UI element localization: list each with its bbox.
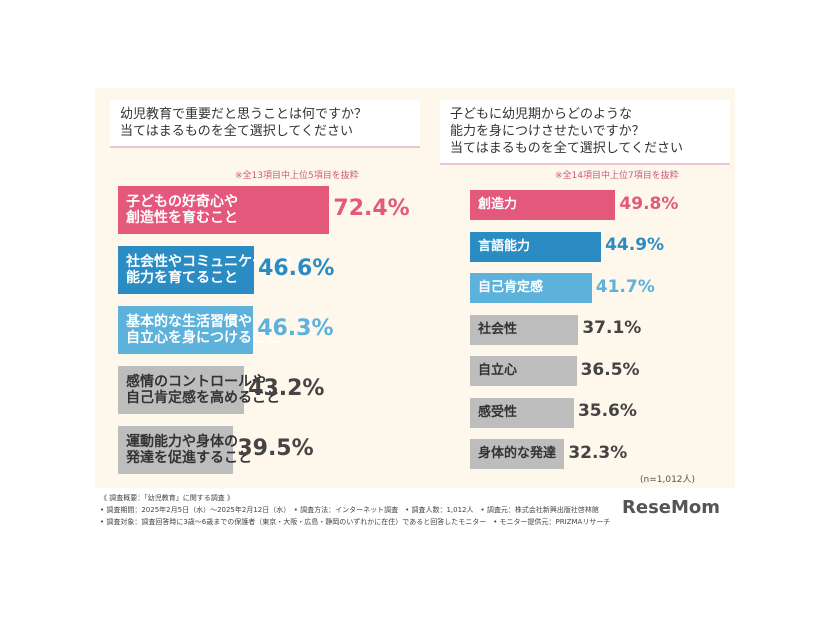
- category-label: 基本的な生活習慣や 自立心を身につけること: [126, 314, 280, 346]
- category-label: 感受性: [478, 404, 518, 420]
- value-label: 49.8%: [619, 193, 679, 214]
- bar: [470, 397, 574, 428]
- value-label: 35.6%: [577, 401, 637, 422]
- footer-line: • 調査対象：調査回答時に3歳〜6歳までの保護者（東京・大阪・広島・静岡のいずれ…: [100, 518, 611, 526]
- note: ※全14項目中上位7項目を抜粋: [555, 171, 679, 181]
- category-label: 言語能力: [478, 238, 531, 254]
- value-label: 39.5%: [237, 435, 314, 461]
- bar: [118, 186, 330, 234]
- value-label: 41.7%: [595, 276, 655, 297]
- value-label: 44.9%: [605, 235, 665, 256]
- value-label: 37.1%: [582, 318, 642, 339]
- logo: ReseMom: [622, 497, 721, 518]
- category-label: 運動能力や身体の 発達を促進すること: [126, 434, 252, 466]
- sample-size: (n=1,012人): [640, 475, 696, 485]
- value-label: 32.3%: [568, 442, 628, 463]
- question-box: 子どもに幼児期からどのような 能力を身につけさせたいですか？ 当てはまるものを全…: [440, 100, 730, 165]
- bar: [470, 273, 592, 303]
- category-label: 自己肯定感: [478, 280, 544, 295]
- value-label: 72.4%: [333, 195, 410, 221]
- bar: [470, 356, 577, 386]
- category-label: 社会性: [478, 321, 518, 337]
- bar: [118, 426, 234, 474]
- footer-line: 《 調査概要：「幼児教育」に関する調査 》: [100, 494, 234, 502]
- bar: [470, 314, 579, 345]
- bar: [118, 306, 254, 354]
- question-box: 幼児教育で重要だと思うことは何ですか？ 当てはまるものを全て選択してください: [110, 100, 420, 148]
- bar: [118, 366, 245, 414]
- footer-line: • 調査期間：2025年2月5日（水）〜2025年2月12日（水） • 調査方法…: [100, 506, 599, 514]
- value-label: 46.6%: [258, 255, 335, 281]
- category-label: 身体的な発達: [478, 446, 557, 461]
- category-label: 子どもの好奇心や 創造性を育むこと: [126, 194, 238, 226]
- bar: [118, 246, 255, 294]
- bar: [470, 439, 565, 469]
- value-label: 46.3%: [257, 315, 334, 341]
- value-label: 43.2%: [248, 375, 325, 401]
- category-label: 創造力: [478, 197, 518, 212]
- bar: [470, 190, 616, 220]
- category-label: 自立心: [478, 363, 518, 378]
- bar: [470, 231, 602, 262]
- category-label: 感情のコントロールや 自己肯定感を高めること: [126, 374, 280, 406]
- category-label: 社会性やコミュニケーション 能力を育てること: [126, 254, 308, 286]
- note: ※全13項目中上位5項目を抜粋: [235, 171, 359, 181]
- value-label: 36.5%: [580, 359, 640, 380]
